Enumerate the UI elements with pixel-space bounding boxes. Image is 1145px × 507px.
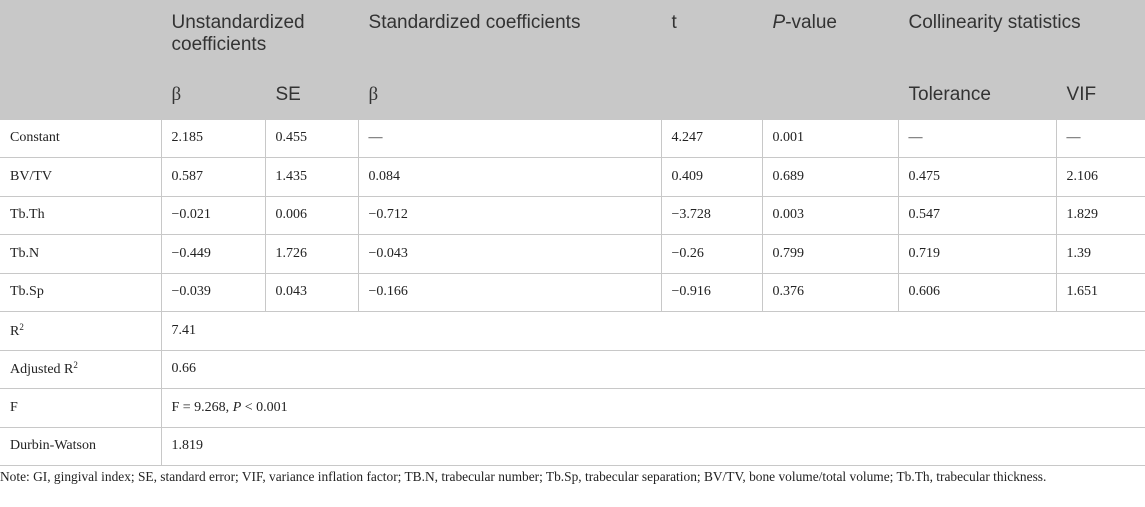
- cell-std-beta: —: [357, 118, 662, 158]
- cell-tolerance: 0.719: [897, 234, 1057, 274]
- cell-tolerance: 0.547: [897, 195, 1057, 235]
- durbin-watson-label: Durbin-Watson: [0, 426, 162, 466]
- header-unstandardized: Unstandardized coefficients: [160, 0, 359, 72]
- cell-vif: 1.829: [1055, 195, 1145, 235]
- cell-std-beta: 0.084: [357, 157, 662, 197]
- cell-t: 0.409: [660, 157, 763, 197]
- cell-tolerance: 0.606: [897, 272, 1057, 312]
- adjusted-r2-label-sup: 2: [73, 360, 78, 371]
- header-p-suffix: -value: [785, 12, 837, 33]
- header-p-value: P-value: [761, 0, 899, 120]
- header-p-italic: P: [772, 12, 786, 33]
- cell-t: −0.26: [660, 234, 763, 274]
- header-beta-unstd: β: [161, 71, 266, 120]
- f-value-b: < 0.001: [241, 399, 288, 415]
- table-row: Tb.Th −0.021 0.006 −0.712 −3.728 0.003 0…: [0, 195, 1145, 235]
- header-se: SE: [264, 71, 359, 120]
- row-label: BV/TV: [0, 157, 162, 197]
- cell-vif: 2.106: [1055, 157, 1145, 197]
- r2-label: R2: [0, 311, 162, 351]
- cell-beta: −0.039: [160, 272, 266, 312]
- cell-se: 0.455: [264, 118, 359, 158]
- cell-p: 0.003: [761, 195, 899, 235]
- row-label: Tb.Sp: [0, 272, 162, 312]
- cell-p: 0.376: [761, 272, 899, 312]
- durbin-watson-value: 1.819: [160, 426, 1145, 466]
- summary-row-r2: R2 7.41: [0, 311, 1145, 351]
- f-label: F: [0, 388, 162, 428]
- cell-se: 1.435: [264, 157, 359, 197]
- cell-beta: −0.021: [160, 195, 266, 235]
- cell-beta: 2.185: [160, 118, 266, 158]
- cell-beta: −0.449: [160, 234, 266, 274]
- table-row: Constant 2.185 0.455 — 4.247 0.001 — —: [0, 118, 1145, 158]
- table-row: Tb.Sp −0.039 0.043 −0.166 −0.916 0.376 0…: [0, 272, 1145, 312]
- table-body: Constant 2.185 0.455 — 4.247 0.001 — — B…: [0, 118, 1145, 466]
- r2-label-sup: 2: [19, 321, 24, 332]
- cell-std-beta: −0.043: [357, 234, 662, 274]
- header-standardized: Standardized coefficients: [357, 0, 662, 72]
- cell-std-beta: −0.166: [357, 272, 662, 312]
- header-empty-cell: [0, 0, 162, 120]
- cell-vif: 1.651: [1055, 272, 1145, 312]
- table-header: Unstandardized coefficients Standardized…: [0, 0, 1145, 120]
- header-collinearity: Collinearity statistics: [897, 0, 1145, 72]
- f-value-a: F = 9.268,: [171, 399, 233, 415]
- table-row: BV/TV 0.587 1.435 0.084 0.409 0.689 0.47…: [0, 157, 1145, 197]
- r2-value: 7.41: [160, 311, 1145, 351]
- row-label: Constant: [0, 118, 162, 158]
- row-label: Tb.Th: [0, 195, 162, 235]
- header-beta-std: β: [357, 71, 662, 120]
- adjusted-r2-label-text: Adjusted R: [10, 362, 74, 378]
- cell-t: 4.247: [660, 118, 763, 158]
- regression-table: Unstandardized coefficients Standardized…: [0, 0, 1145, 466]
- cell-beta: 0.587: [160, 157, 266, 197]
- header-t: t: [660, 0, 763, 120]
- f-value-p: P: [232, 399, 242, 415]
- cell-p: 0.689: [761, 157, 899, 197]
- cell-tolerance: —: [897, 118, 1057, 158]
- summary-row-durbin-watson: Durbin-Watson 1.819: [0, 426, 1145, 466]
- cell-p: 0.799: [761, 234, 899, 274]
- cell-se: 0.006: [264, 195, 359, 235]
- cell-se: 1.726: [264, 234, 359, 274]
- summary-row-adjusted-r2: Adjusted R2 0.66: [0, 349, 1145, 389]
- row-label: Tb.N: [0, 234, 162, 274]
- adjusted-r2-label: Adjusted R2: [0, 349, 162, 389]
- cell-vif: 1.39: [1055, 234, 1145, 274]
- cell-vif: —: [1055, 118, 1145, 158]
- cell-t: −3.728: [660, 195, 763, 235]
- cell-p: 0.001: [761, 118, 899, 158]
- header-tolerance: Tolerance: [897, 71, 1057, 120]
- r2-label-text: R: [10, 323, 20, 339]
- adjusted-r2-value: 0.66: [160, 349, 1145, 389]
- cell-se: 0.043: [264, 272, 359, 312]
- cell-t: −0.916: [660, 272, 763, 312]
- cell-std-beta: −0.712: [357, 195, 662, 235]
- header-vif: VIF: [1055, 71, 1145, 120]
- summary-row-f: F F = 9.268, P < 0.001: [0, 388, 1145, 428]
- table-row: Tb.N −0.449 1.726 −0.043 −0.26 0.799 0.7…: [0, 234, 1145, 274]
- f-value: F = 9.268, P < 0.001: [160, 388, 1145, 428]
- cell-tolerance: 0.475: [897, 157, 1057, 197]
- table-note: Note: GI, gingival index; SE, standard e…: [0, 469, 1047, 484]
